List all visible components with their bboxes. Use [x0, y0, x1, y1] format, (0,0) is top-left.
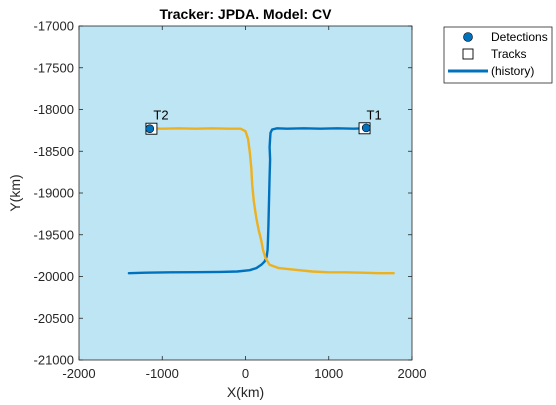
y-tick-label: -20000 — [34, 269, 74, 284]
detection-point-2 — [145, 124, 155, 134]
chart-title: Tracker: JPDA. Model: CV — [160, 6, 333, 22]
markers-layer: T1 T2 — [145, 107, 382, 135]
legend-history-label: (history) — [491, 64, 534, 78]
y-tick-label: -18000 — [34, 102, 74, 117]
detection-marker-icon — [463, 32, 473, 42]
series-layer — [127, 127, 395, 275]
legend-detections-label: Detections — [491, 30, 548, 44]
legend: Detections Tracks (history) — [443, 26, 553, 84]
track-square-icon — [462, 48, 474, 60]
track-history-line-1 — [127, 127, 366, 275]
track-label-t2: T2 — [153, 108, 168, 123]
x-tick-label: 0 — [242, 366, 249, 381]
track-history-line-2 — [150, 127, 395, 275]
plot-area — [79, 26, 412, 360]
detection-point-1 — [361, 123, 371, 133]
y-tick-label: -17500 — [34, 60, 74, 75]
x-tick-label: 2000 — [398, 366, 427, 381]
y-axis-label: Y(km) — [7, 174, 23, 211]
y-tick-label: -18500 — [34, 144, 74, 159]
y-tick-label: -20500 — [34, 311, 74, 326]
x-axis-label: X(km) — [227, 384, 264, 400]
x-tick-label: 1000 — [314, 366, 343, 381]
track-label-t1: T1 — [367, 107, 382, 122]
x-tick-label: -1000 — [146, 366, 179, 381]
y-tick-label: -19500 — [34, 227, 74, 242]
y-tick-label: -21000 — [34, 353, 74, 368]
legend-tracks-label: Tracks — [491, 47, 527, 61]
ticks-layer: -2000 -1000 0 1000 2000 -21000 -20500 -20000 -19… — [34, 19, 427, 382]
y-tick-label: -19000 — [34, 186, 74, 201]
x-tick-label: -2000 — [62, 366, 95, 381]
y-tick-label: -17000 — [34, 19, 74, 34]
legend-box — [443, 26, 553, 84]
